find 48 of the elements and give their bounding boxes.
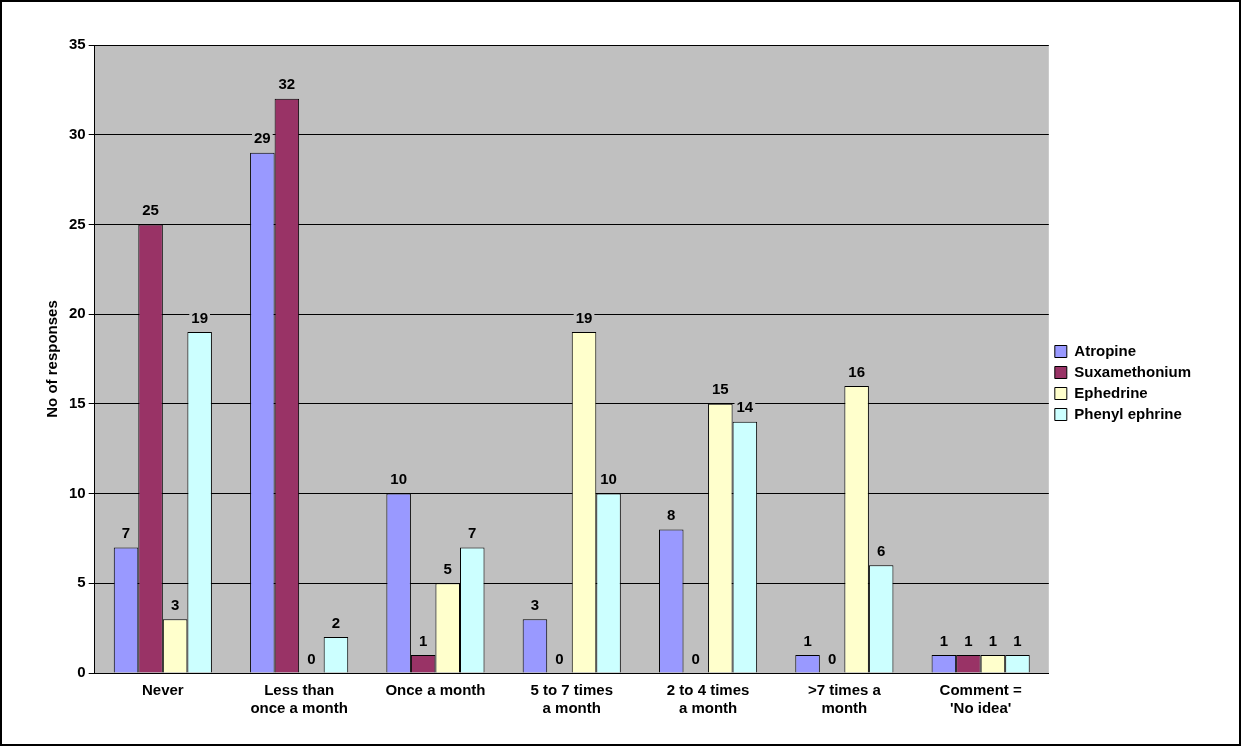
x-tick-label: >7 times a month <box>807 681 882 717</box>
x-tick-label: Once a month <box>385 681 486 699</box>
data-label: 8 <box>667 506 676 524</box>
y-tick-label: 25 <box>69 214 86 232</box>
data-label: 25 <box>142 201 159 219</box>
x-tick-label: 5 to 7 times a month <box>530 681 614 717</box>
data-label: 32 <box>278 75 296 93</box>
y-tick-label: 20 <box>69 304 86 322</box>
legend-label: Suxamethonium <box>1074 362 1192 380</box>
x-tick-label: 2 to 4 times a month <box>666 681 750 717</box>
x-tick-label: Comment = 'No idea' <box>939 681 1022 717</box>
data-label: 19 <box>191 308 208 326</box>
y-tick-label: 30 <box>69 124 86 142</box>
data-label: 2 <box>331 613 341 631</box>
data-label: 1 <box>964 631 973 649</box>
data-label: 0 <box>827 649 837 667</box>
data-label: 16 <box>848 362 865 380</box>
data-label: 29 <box>254 129 271 147</box>
data-label: 5 <box>443 559 452 577</box>
data-label: 1 <box>988 631 998 649</box>
data-label: 6 <box>876 541 886 559</box>
data-label: 10 <box>390 470 407 488</box>
y-tick-label: 35 <box>69 35 86 53</box>
data-label: 0 <box>555 649 564 667</box>
data-label: 10 <box>600 470 617 488</box>
legend-label: Ephedrine <box>1074 383 1148 401</box>
data-label: 7 <box>121 524 131 542</box>
data-label: 1 <box>939 631 949 649</box>
y-axis-title: No of responses <box>43 300 61 418</box>
data-label: 0 <box>307 649 316 667</box>
data-label: 0 <box>691 649 700 667</box>
x-tick-label: Never <box>141 681 184 699</box>
data-label: 19 <box>575 308 593 326</box>
y-tick-label: 10 <box>69 483 86 501</box>
data-label: 15 <box>711 380 729 398</box>
data-label: 3 <box>170 595 180 613</box>
data-label: 1 <box>803 631 812 649</box>
data-label: 1 <box>1013 631 1022 649</box>
y-tick-label: 15 <box>69 394 86 411</box>
data-label: 3 <box>530 595 540 613</box>
data-label: 14 <box>736 398 754 416</box>
x-tick-label: Less than once a month <box>250 681 348 717</box>
y-tick-label: 5 <box>77 573 86 591</box>
legend-label: Atropine <box>1074 341 1136 359</box>
legend-label: Phenyl ephrine <box>1074 404 1182 422</box>
data-label: 7 <box>468 524 477 542</box>
y-tick-label: 0 <box>77 663 86 681</box>
data-label: 1 <box>419 631 428 649</box>
